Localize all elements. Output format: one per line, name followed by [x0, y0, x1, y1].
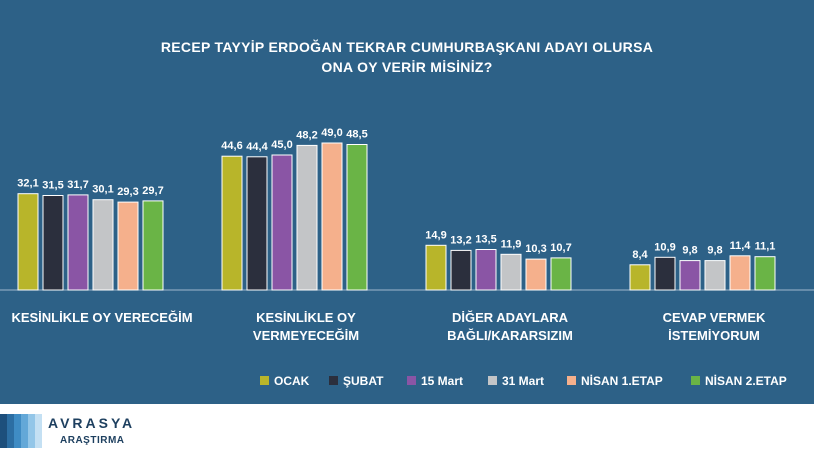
chart-slide: RECEP TAYYİP ERDOĞAN TEKRAR CUMHURBAŞKAN…	[0, 0, 814, 404]
legend-swatch	[329, 376, 338, 385]
chart-title-line-2: ONA OY VERİR MİSİNİZ?	[321, 59, 493, 75]
bar-1-4	[629, 264, 651, 291]
chart-title: RECEP TAYYİP ERDOĞAN TEKRAR CUMHURBAŞKAN…	[0, 37, 814, 77]
logo-stripe	[21, 414, 28, 448]
value-label: 10,9	[654, 241, 675, 253]
bar-5-3	[525, 258, 547, 291]
logo-stripe	[0, 414, 7, 448]
value-label: 9,8	[707, 245, 722, 257]
value-label: 10,3	[525, 243, 546, 255]
bar-1-2	[221, 155, 243, 291]
legend-swatch	[691, 376, 700, 385]
legend-label: OCAK	[274, 374, 310, 388]
footer: AVRASYA ARAŞTIRMA	[0, 404, 814, 462]
bar-2-1	[42, 195, 64, 291]
legend-swatch	[567, 376, 576, 385]
legend-label: 15 Mart	[421, 374, 463, 388]
logo-subtitle: ARAŞTIRMA	[60, 435, 125, 446]
bar-3-3	[475, 249, 497, 291]
logo-stripe	[35, 414, 42, 448]
logo-stripe	[28, 414, 35, 448]
logo-stripe	[14, 414, 21, 448]
value-label: 49,0	[321, 127, 342, 139]
bar-1-3	[425, 244, 447, 291]
bar-chart: 32,1 44,6 14,9 8,4 31,5 44,4 13,2 10,9 31,7 45,0 1…	[0, 127, 814, 388]
bar-5-4	[729, 255, 751, 291]
value-label: 13,5	[475, 234, 496, 246]
bar-3-4	[679, 260, 701, 291]
logo-mark	[0, 414, 42, 448]
category-label: KESİNLİKLE OY	[256, 310, 356, 325]
category-label: CEVAP VERMEK	[663, 310, 766, 325]
bar-4-1	[92, 199, 114, 291]
bar-3-1	[67, 194, 89, 291]
bar-2-2	[246, 156, 268, 291]
value-label: 14,9	[425, 229, 446, 241]
value-label: 10,7	[550, 242, 571, 254]
value-label: 44,6	[221, 140, 242, 152]
bar-5-1	[117, 201, 139, 291]
bar-5-2	[321, 142, 343, 291]
value-label: 29,7	[142, 185, 163, 197]
category-label: İSTEMİYORUM	[668, 328, 760, 343]
value-label: 45,0	[271, 139, 292, 151]
value-label: 9,8	[682, 245, 697, 257]
legend-swatch	[260, 376, 269, 385]
legend-swatch	[488, 376, 497, 385]
value-label: 31,7	[67, 179, 88, 191]
legend-swatch	[407, 376, 416, 385]
value-label: 13,2	[450, 234, 471, 246]
bar-4-3	[500, 253, 522, 291]
value-label: 32,1	[17, 178, 38, 190]
bar-6-2	[346, 144, 368, 291]
value-label: 30,1	[92, 184, 113, 196]
legend-label: NİSAN 2.ETAP	[705, 373, 787, 388]
value-label: 29,3	[117, 186, 138, 198]
bar-1-1	[17, 193, 39, 291]
bar-6-3	[550, 257, 572, 291]
legend-label: 31 Mart	[502, 374, 544, 388]
value-label: 48,2	[296, 129, 317, 141]
bar-3-2	[271, 154, 293, 291]
value-label: 11,9	[501, 238, 522, 250]
bar-2-4	[654, 256, 676, 291]
logo-name: AVRASYA	[48, 415, 136, 431]
value-label: 11,4	[730, 240, 752, 252]
bar-2-3	[450, 249, 472, 291]
chart-title-line-1: RECEP TAYYİP ERDOĞAN TEKRAR CUMHURBAŞKAN…	[160, 39, 654, 55]
category-label: DİĞER ADAYLARA	[452, 310, 569, 325]
value-label: 44,4	[246, 141, 268, 153]
value-label: 8,4	[632, 249, 648, 261]
value-label: 48,5	[346, 129, 367, 141]
category-label: KESİNLİKLE OY VERECEĞİM	[11, 310, 192, 325]
value-label: 11,1	[755, 241, 776, 253]
bar-4-2	[296, 144, 318, 291]
category-label: BAĞLI/KARARSIZIM	[447, 328, 573, 343]
category-label: VERMEYECEĞİM	[253, 328, 359, 343]
bar-6-4	[754, 256, 776, 291]
bar-6-1	[142, 200, 164, 291]
legend-label: NİSAN 1.ETAP	[581, 373, 663, 388]
value-label: 31,5	[42, 180, 63, 192]
legend-label: ŞUBAT	[343, 374, 384, 388]
logo-stripe	[7, 414, 14, 448]
bar-4-4	[704, 260, 726, 291]
